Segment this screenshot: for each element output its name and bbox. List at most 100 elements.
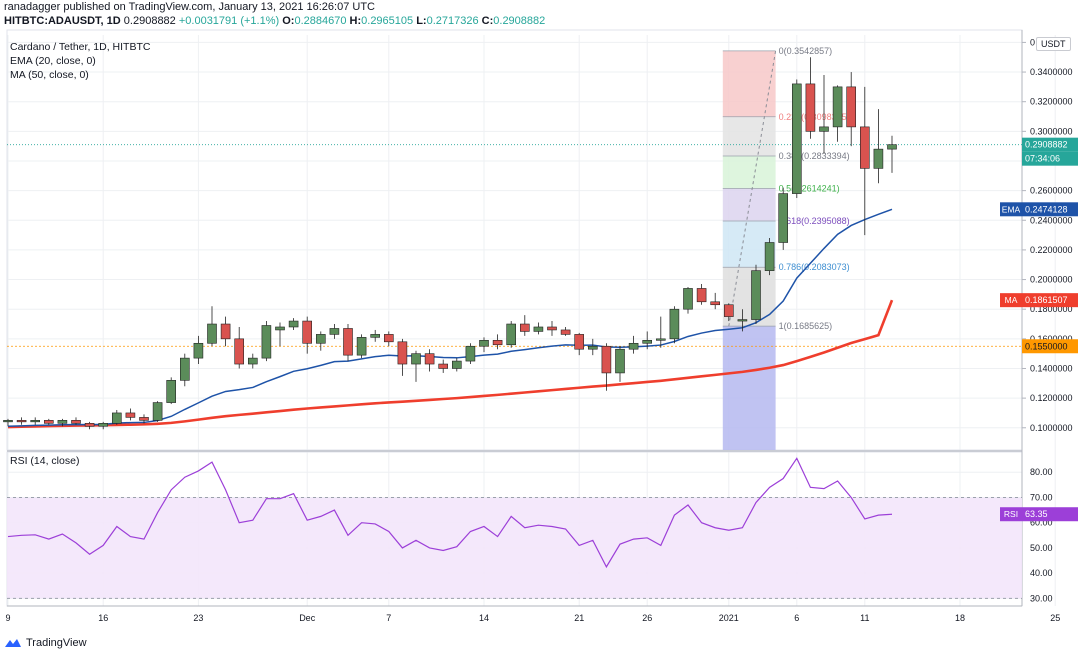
candle-body xyxy=(356,337,367,356)
candle-body xyxy=(3,420,13,423)
candle-body xyxy=(683,288,693,310)
candle-body xyxy=(669,308,680,340)
candle-body xyxy=(438,363,449,369)
candle-body xyxy=(193,342,204,359)
time-axis-tick: 23 xyxy=(193,613,203,623)
candle-body xyxy=(887,144,897,150)
price-axis-tick: 0.1200000 xyxy=(1030,393,1073,403)
rsi-axis-tick: 80.00 xyxy=(1030,467,1053,477)
ohlc-line: HITBTC:ADAUSDT, 1D 0.2908882 +0.0031791 … xyxy=(4,15,545,27)
time-axis-tick: 21 xyxy=(574,613,584,623)
candle-body xyxy=(655,338,666,341)
candle-body xyxy=(587,345,598,350)
legend-ma: MA (50, close, 0) xyxy=(10,69,89,81)
low-value: 0.2717326 xyxy=(426,15,479,27)
rsi-legend: RSI (14, close) xyxy=(10,455,80,467)
candle-body xyxy=(125,412,136,418)
close-label: C: xyxy=(481,15,494,27)
candle-body xyxy=(751,270,761,320)
candle-body xyxy=(465,345,476,362)
price-axis-tick: 0.1800000 xyxy=(1030,304,1073,314)
candle-body xyxy=(180,357,190,381)
badge-box xyxy=(1022,151,1078,166)
candle-body xyxy=(710,301,721,306)
chart-header: ranadagger published on TradingView.com,… xyxy=(0,0,1080,32)
rsi-badge: RSI 63.35 xyxy=(1000,507,1078,522)
time-axis-tick: 16 xyxy=(98,613,108,623)
fib-trend-line xyxy=(728,50,777,327)
badge-tag-text: EMA xyxy=(1002,204,1021,214)
high-label: H: xyxy=(349,15,362,27)
candle-body xyxy=(737,319,748,322)
candle-body xyxy=(791,83,802,194)
candle-body xyxy=(139,417,149,421)
price-axis-tick: 0.2600000 xyxy=(1030,186,1073,196)
footer: TradingView xyxy=(4,634,87,652)
fib-zone xyxy=(722,326,776,450)
time-axis-tick: Dec xyxy=(299,613,316,623)
badge-value: 0.1861507 xyxy=(1025,295,1068,305)
time-axis-tick: 18 xyxy=(955,613,965,623)
rsi-axis-tick: 30.00 xyxy=(1030,593,1053,603)
time-axis-tick: 7 xyxy=(386,613,391,623)
candle-body xyxy=(329,328,340,335)
candle-body xyxy=(166,380,176,403)
candle-body xyxy=(723,304,734,317)
candle-body xyxy=(764,242,775,271)
candle-body xyxy=(275,326,285,331)
ma-badge: MA 0.1861507 xyxy=(1000,293,1078,308)
ema-badge: EMA 0.2474128 xyxy=(1000,202,1078,217)
badge-box xyxy=(1022,202,1078,217)
time-axis-tick: 2021 xyxy=(719,613,739,623)
candle-body xyxy=(832,86,843,128)
rsi-axis-tick: 40.00 xyxy=(1030,568,1053,578)
fib-level-label: 0.5(0.2614241) xyxy=(779,184,840,194)
candle-body xyxy=(859,126,870,169)
candle-body xyxy=(628,342,639,350)
candle-body xyxy=(383,334,394,343)
candle-body xyxy=(479,340,489,347)
fib-level-label: 0.618(0.2395088) xyxy=(779,216,850,226)
last-value: 0.2908882 xyxy=(123,15,176,27)
candle-body xyxy=(302,320,313,344)
time-axis-tick: 9 xyxy=(5,613,10,623)
support-badge: 0.1550000 xyxy=(1022,339,1078,354)
badge-value: 07:34:06 xyxy=(1025,154,1060,164)
badge-tag xyxy=(1000,507,1022,522)
ema-line xyxy=(7,208,893,428)
badge-value: 0.2908882 xyxy=(1025,140,1068,150)
candle-body xyxy=(873,148,884,169)
candle-body xyxy=(805,83,816,132)
candle-body xyxy=(84,423,95,427)
candle-body xyxy=(57,420,68,424)
candle-body xyxy=(261,325,272,359)
candle-body xyxy=(98,423,108,427)
candle-body xyxy=(16,420,27,423)
fib-level-label: 0(0.3542857) xyxy=(779,46,833,56)
high-value: 0.2965105 xyxy=(361,15,414,27)
candle-body xyxy=(533,326,544,332)
badge-tag xyxy=(1000,202,1022,217)
fib-zone xyxy=(722,116,776,157)
candle-body xyxy=(343,328,353,356)
price-axis-tick: 0 xyxy=(1030,37,1035,47)
fib-level-label: 0.382(0.2833394) xyxy=(779,151,850,161)
low-label: L: xyxy=(416,15,427,27)
candle-body xyxy=(43,420,54,424)
candle-body xyxy=(506,323,517,346)
candle-body xyxy=(152,402,163,421)
candle-body xyxy=(519,323,530,332)
close-value: 0.2908882 xyxy=(493,15,546,27)
candle-body xyxy=(207,323,217,344)
tradingview-logo-icon xyxy=(5,639,21,647)
badge-value: 0.2474128 xyxy=(1025,204,1068,214)
currency-button[interactable]: USDT xyxy=(1036,37,1071,51)
legend-ema: EMA (20, close, 0) xyxy=(10,55,96,67)
candle-body xyxy=(492,340,503,346)
candle-body xyxy=(615,348,625,374)
price-axis-tick: 0.1600000 xyxy=(1030,334,1073,344)
candle-body xyxy=(846,86,857,128)
candle-body xyxy=(696,288,707,303)
price-axis-tick: 0.2200000 xyxy=(1030,245,1073,255)
